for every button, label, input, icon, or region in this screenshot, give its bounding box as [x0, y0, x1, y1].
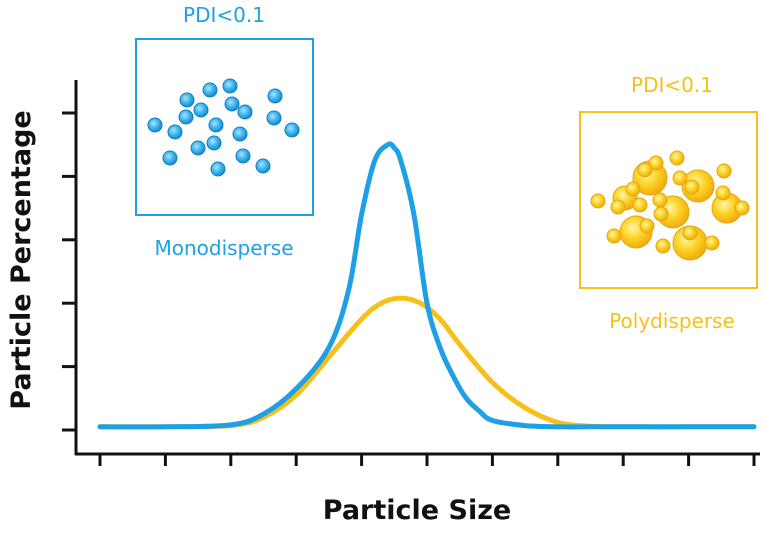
monodisperse-inset: PDI<0.1 Monodisperse [135, 3, 314, 260]
monodisperse-particle [167, 124, 183, 140]
polydisperse-particle [682, 225, 698, 241]
polydisperse-particles [590, 150, 750, 261]
polydisperse-particle [716, 163, 732, 179]
polydisperse-particle [632, 197, 648, 213]
monodisperse-particle [255, 158, 271, 174]
polydisperse-particle [652, 192, 668, 208]
polydisperse-box [579, 111, 758, 289]
monodisperse-particle [162, 150, 178, 166]
monodisperse-particle [266, 110, 282, 126]
x-ticks [98, 454, 756, 466]
monodisperse-label: Monodisperse [154, 236, 293, 260]
monodisperse-particle [284, 122, 300, 138]
polydisperse-particle [610, 199, 626, 215]
monodisperse-particle [237, 104, 253, 120]
polydisperse-particle [655, 238, 671, 254]
monodisperse-particles [147, 78, 300, 177]
monodisperse-particle [267, 88, 283, 104]
y-axis-title: Particle Percentage [6, 110, 37, 409]
polydisperse-particle [684, 179, 700, 195]
monodisperse-particle [232, 126, 248, 142]
monodisperse-particle [222, 78, 238, 94]
polydisperse-particle [648, 155, 664, 171]
polydisperse-particle [704, 235, 720, 251]
polydisperse-particle [606, 228, 622, 244]
polydisperse-particle [637, 162, 653, 178]
monodisperse-box [135, 38, 314, 216]
monodisperse-particle [193, 102, 209, 118]
polydisperse-particle [715, 185, 731, 201]
polydisperse-particle [625, 181, 641, 197]
monodisperse-particle [202, 82, 218, 98]
monodisperse-particle [179, 92, 195, 108]
monodisperse-particle [210, 161, 226, 177]
polydisperse-particle [669, 150, 685, 166]
polydisperse-pdi-label: PDI<0.1 [631, 73, 713, 97]
polydisperse-particle [672, 170, 688, 186]
series-line-monodisperse [97, 141, 757, 430]
monodisperse-particle [178, 109, 194, 125]
polydisperse-particle [653, 206, 669, 222]
monodisperse-particle [147, 117, 163, 133]
monodisperse-particle [206, 135, 222, 151]
polydisperse-particle [639, 218, 655, 234]
monodisperse-particle [224, 96, 240, 112]
x-axis-title: Particle Size [323, 495, 511, 526]
monodisperse-particle [208, 117, 224, 133]
series-layer [97, 141, 757, 430]
polydisperse-particle [590, 193, 606, 209]
polydisperse-label: Polydisperse [609, 309, 735, 333]
monodisperse-pdi-label: PDI<0.1 [183, 3, 265, 27]
polydisperse-inset: PDI<0.1 Polydisperse [579, 73, 758, 333]
polydisperse-particle [734, 200, 750, 216]
monodisperse-particle [235, 148, 251, 164]
y-ticks [62, 111, 77, 432]
monodisperse-particle [190, 140, 206, 156]
